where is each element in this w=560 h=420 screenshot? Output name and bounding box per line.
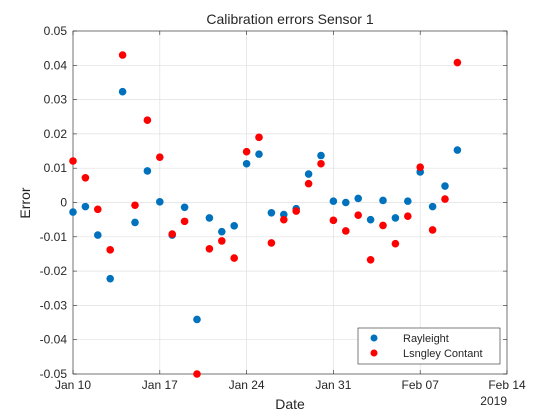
data-point-lsngley-contant bbox=[218, 237, 226, 245]
data-point-lsngley-contant bbox=[453, 58, 462, 67]
data-point-rayleight bbox=[441, 182, 449, 190]
data-point-lsngley-contant bbox=[205, 245, 214, 253]
data-point-rayleight bbox=[329, 197, 338, 205]
legend: Rayleight Lsngley Contant bbox=[357, 327, 501, 365]
data-point-rayleight bbox=[354, 194, 363, 203]
data-point-lsngley-contant bbox=[180, 217, 189, 226]
data-points bbox=[69, 51, 462, 378]
x-tick-label: Feb 14 bbox=[488, 378, 526, 392]
y-tick-label: -0.03 bbox=[40, 298, 68, 312]
data-point-rayleight bbox=[106, 274, 114, 283]
data-point-rayleight bbox=[342, 198, 350, 207]
x-tick-label: Feb 07 bbox=[402, 378, 440, 392]
data-point-lsngley-contant bbox=[379, 221, 387, 230]
y-tick-label: -0.02 bbox=[40, 264, 68, 278]
data-point-rayleight bbox=[156, 198, 164, 206]
data-point-lsngley-contant bbox=[156, 153, 164, 162]
data-point-rayleight bbox=[428, 202, 437, 211]
data-point-lsngley-contant bbox=[242, 147, 251, 156]
data-point-lsngley-contant bbox=[280, 215, 288, 224]
data-point-lsngley-contant bbox=[267, 239, 276, 247]
data-point-rayleight bbox=[255, 150, 263, 158]
legend-marker-lsngley-contant bbox=[370, 349, 378, 357]
data-point-rayleight bbox=[304, 170, 313, 178]
legend-label-rayleight: Rayleight bbox=[403, 333, 449, 345]
chart-title: Calibration errors Sensor 1 bbox=[206, 11, 374, 27]
data-point-rayleight bbox=[404, 197, 412, 205]
data-point-lsngley-contant bbox=[118, 51, 127, 59]
data-point-lsngley-contant bbox=[304, 179, 313, 188]
data-point-rayleight bbox=[366, 215, 375, 224]
y-tick-label: -0.05 bbox=[40, 367, 68, 381]
y-tick-label: 0.04 bbox=[44, 58, 68, 72]
data-point-lsngley-contant bbox=[404, 212, 412, 221]
data-point-lsngley-contant bbox=[354, 211, 363, 219]
x-tick-label: Jan 24 bbox=[229, 378, 265, 392]
data-point-rayleight bbox=[205, 214, 214, 222]
data-point-rayleight bbox=[391, 214, 400, 222]
data-point-rayleight bbox=[453, 146, 462, 154]
legend-label-lsngley-contant: Lsngley Contant bbox=[403, 348, 483, 360]
y-tick-label: 0.02 bbox=[44, 127, 68, 141]
data-point-rayleight bbox=[267, 208, 276, 217]
data-point-lsngley-contant bbox=[366, 255, 375, 264]
data-point-rayleight bbox=[242, 159, 251, 168]
data-point-rayleight bbox=[81, 202, 90, 211]
data-point-lsngley-contant bbox=[317, 159, 325, 168]
legend-box bbox=[357, 327, 501, 365]
x-tick-label: Jan 31 bbox=[315, 378, 351, 392]
ticks: -0.05 -0.04 -0.03 -0.02 -0.01 0 0.01 0.02 0.03 0.… bbox=[40, 24, 526, 392]
data-point-lsngley-contant bbox=[81, 174, 90, 182]
y-tick-label: 0.05 bbox=[44, 24, 68, 38]
x-axis-label: Date bbox=[275, 396, 305, 412]
data-point-rayleight bbox=[193, 315, 201, 324]
data-point-rayleight bbox=[180, 203, 189, 212]
x-tick-label: Jan 10 bbox=[55, 378, 91, 392]
data-point-lsngley-contant bbox=[391, 239, 400, 248]
data-point-lsngley-contant bbox=[168, 230, 176, 238]
data-point-rayleight bbox=[143, 167, 152, 175]
y-tick-label: -0.01 bbox=[40, 230, 68, 244]
data-point-lsngley-contant bbox=[230, 254, 238, 262]
data-point-lsngley-contant bbox=[329, 216, 338, 225]
data-point-lsngley-contant bbox=[428, 226, 437, 234]
x-tick-label: Jan 17 bbox=[142, 378, 178, 392]
x-secondary-label: 2019 bbox=[480, 394, 507, 408]
y-tick-label: 0 bbox=[60, 196, 67, 210]
data-point-lsngley-contant bbox=[342, 227, 350, 235]
y-tick-label: 0.01 bbox=[44, 161, 68, 175]
y-axis-label: Error bbox=[17, 187, 33, 218]
data-point-rayleight bbox=[94, 231, 102, 239]
y-tick-label: 0.03 bbox=[44, 93, 68, 107]
data-point-lsngley-contant bbox=[94, 205, 102, 214]
data-point-lsngley-contant bbox=[441, 195, 449, 203]
data-point-rayleight bbox=[379, 196, 387, 205]
data-point-rayleight bbox=[69, 208, 77, 216]
data-point-lsngley-contant bbox=[292, 207, 301, 215]
data-point-lsngley-contant bbox=[143, 116, 152, 124]
data-point-rayleight bbox=[317, 151, 325, 160]
data-point-rayleight bbox=[230, 222, 238, 230]
data-point-lsngley-contant bbox=[69, 157, 77, 165]
data-point-lsngley-contant bbox=[131, 201, 139, 210]
data-point-rayleight bbox=[118, 87, 127, 96]
data-point-lsngley-contant bbox=[193, 370, 201, 378]
data-point-lsngley-contant bbox=[255, 133, 263, 142]
data-point-rayleight bbox=[218, 227, 226, 236]
data-point-lsngley-contant bbox=[416, 163, 425, 171]
legend-marker-rayleight bbox=[370, 334, 378, 342]
y-tick-label: -0.04 bbox=[40, 333, 68, 347]
data-point-lsngley-contant bbox=[106, 246, 114, 254]
data-point-rayleight bbox=[131, 218, 139, 227]
